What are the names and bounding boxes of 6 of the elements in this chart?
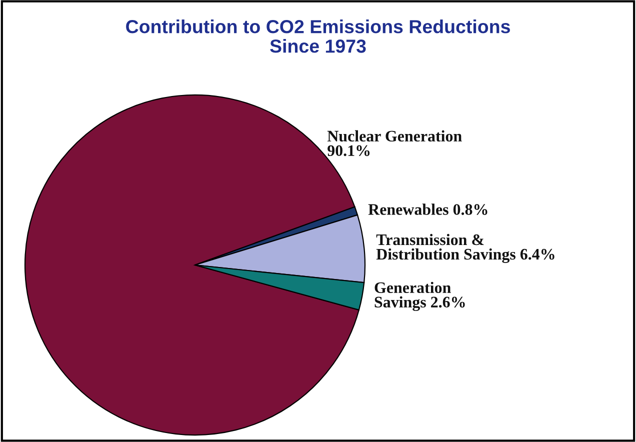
chart-title: Contribution to CO2 Emissions Reductions Since 1973 xyxy=(126,20,510,53)
slice-label: Transmission & Distribution Savings 6.4% xyxy=(376,234,554,263)
slice-label: Generation Savings 2.6% xyxy=(374,282,465,311)
slice-label: Nuclear Generation xyxy=(327,130,462,142)
data-label: 90.1% xyxy=(328,145,370,156)
slice-label: Renewables 0.8% xyxy=(368,204,488,215)
